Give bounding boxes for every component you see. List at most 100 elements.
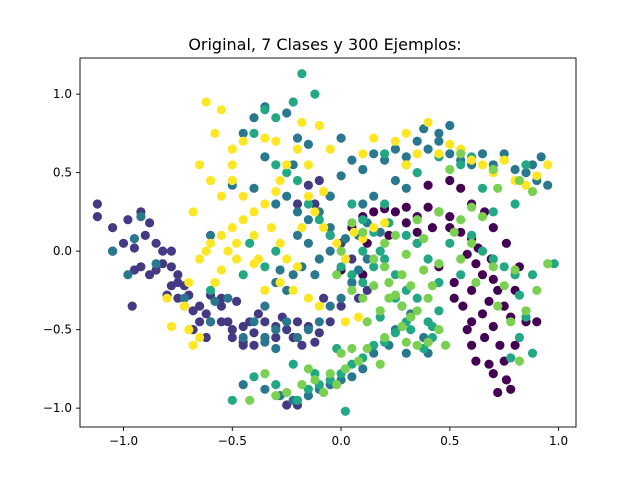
data-point-class-2 (136, 212, 146, 222)
data-point-class-1 (216, 301, 226, 311)
data-point-class-1 (271, 332, 281, 343)
data-point-class-2 (499, 149, 509, 159)
data-point-class-5 (401, 337, 411, 347)
data-point-class-5 (340, 364, 350, 374)
data-point-class-4 (282, 160, 292, 170)
data-point-class-3 (292, 175, 303, 186)
data-point-class-3 (297, 69, 307, 79)
data-point-class-5 (456, 215, 466, 225)
data-point-class-2 (151, 259, 161, 269)
data-point-class-4 (353, 312, 364, 322)
data-point-class-5 (419, 234, 429, 244)
data-point-class-2 (353, 265, 364, 275)
data-point-class-5 (369, 254, 379, 264)
data-point-class-5 (397, 301, 407, 311)
data-point-class-2 (292, 332, 303, 343)
data-point-class-2 (282, 285, 292, 295)
data-point-class-2 (445, 120, 455, 131)
data-point-class-4 (166, 321, 176, 332)
data-point-class-1 (118, 238, 129, 248)
data-point-class-3 (521, 312, 531, 322)
data-point-class-4 (184, 325, 194, 335)
data-point-class-2 (434, 136, 444, 146)
data-point-class-5 (506, 317, 516, 327)
data-point-class-5 (358, 293, 368, 303)
data-point-class-3 (314, 215, 324, 225)
data-point-class-4 (369, 223, 379, 233)
data-point-class-4 (310, 207, 320, 217)
data-point-class-3 (510, 199, 520, 209)
data-point-class-0 (499, 301, 509, 311)
data-point-class-2 (129, 234, 139, 244)
data-point-class-0 (456, 227, 466, 237)
data-point-class-5 (532, 285, 542, 295)
data-point-class-4 (205, 175, 216, 186)
data-point-class-5 (419, 265, 429, 275)
data-point-class-4 (179, 301, 189, 311)
data-point-class-1 (292, 317, 303, 327)
data-point-class-0 (423, 180, 433, 190)
data-point-class-0 (458, 301, 468, 311)
data-point-class-3 (412, 238, 422, 248)
data-point-class-2 (369, 348, 379, 358)
data-point-class-4 (227, 223, 237, 233)
chart-title: Original, 7 Clases y 300 Ejemplos: (188, 35, 461, 54)
data-point-class-3 (506, 353, 516, 363)
data-point-class-4 (467, 155, 477, 165)
data-point-class-2 (358, 364, 368, 374)
data-point-class-3 (249, 128, 259, 138)
data-point-class-3 (310, 89, 320, 99)
data-point-class-4 (238, 136, 248, 146)
data-point-class-2 (210, 296, 220, 306)
data-point-class-5 (434, 207, 444, 217)
data-point-class-3 (358, 215, 368, 225)
data-point-class-2 (336, 171, 346, 181)
data-point-class-4 (266, 223, 276, 233)
data-point-class-1 (223, 317, 233, 327)
data-point-class-4 (216, 191, 226, 201)
data-point-class-2 (543, 180, 553, 190)
x-tick-label: −0.5 (218, 434, 247, 448)
data-point-class-4 (445, 139, 455, 149)
data-point-class-0 (484, 359, 494, 369)
data-point-class-5 (467, 238, 477, 248)
data-point-class-2 (358, 164, 368, 175)
x-tick-label: 0.0 (332, 434, 351, 448)
data-point-class-5 (358, 227, 368, 237)
data-point-class-4 (314, 301, 324, 311)
y-tick-label: 1.0 (53, 87, 72, 101)
data-point-class-1 (347, 254, 357, 264)
data-point-class-5 (471, 277, 481, 288)
data-point-class-1 (173, 270, 183, 280)
data-point-class-1 (158, 246, 168, 256)
data-point-class-0 (471, 259, 481, 269)
data-point-class-3 (282, 168, 292, 178)
data-point-class-4 (271, 136, 281, 146)
data-point-class-2 (249, 317, 259, 327)
data-point-class-1 (249, 340, 259, 350)
data-point-class-3 (412, 168, 422, 178)
data-point-class-2 (288, 160, 298, 170)
data-point-class-2 (303, 215, 313, 225)
data-point-class-4 (210, 128, 220, 138)
data-point-class-4 (358, 234, 368, 244)
data-point-class-5 (406, 312, 416, 322)
data-point-class-3 (303, 384, 313, 394)
data-point-class-4 (543, 160, 553, 170)
data-point-class-5 (412, 306, 422, 316)
data-point-class-4 (499, 155, 509, 165)
data-point-class-2 (390, 175, 400, 186)
data-point-class-4 (532, 171, 542, 181)
data-point-class-2 (260, 384, 270, 394)
data-point-class-2 (282, 108, 292, 118)
data-point-class-5 (445, 164, 455, 175)
data-point-class-4 (369, 133, 379, 143)
data-point-class-0 (401, 218, 411, 228)
data-point-class-5 (347, 343, 357, 354)
data-point-class-3 (488, 254, 498, 264)
data-point-class-1 (325, 317, 335, 327)
data-point-class-0 (484, 296, 494, 306)
data-point-class-5 (347, 285, 357, 295)
data-point-class-1 (151, 238, 161, 248)
data-point-class-2 (434, 128, 444, 138)
